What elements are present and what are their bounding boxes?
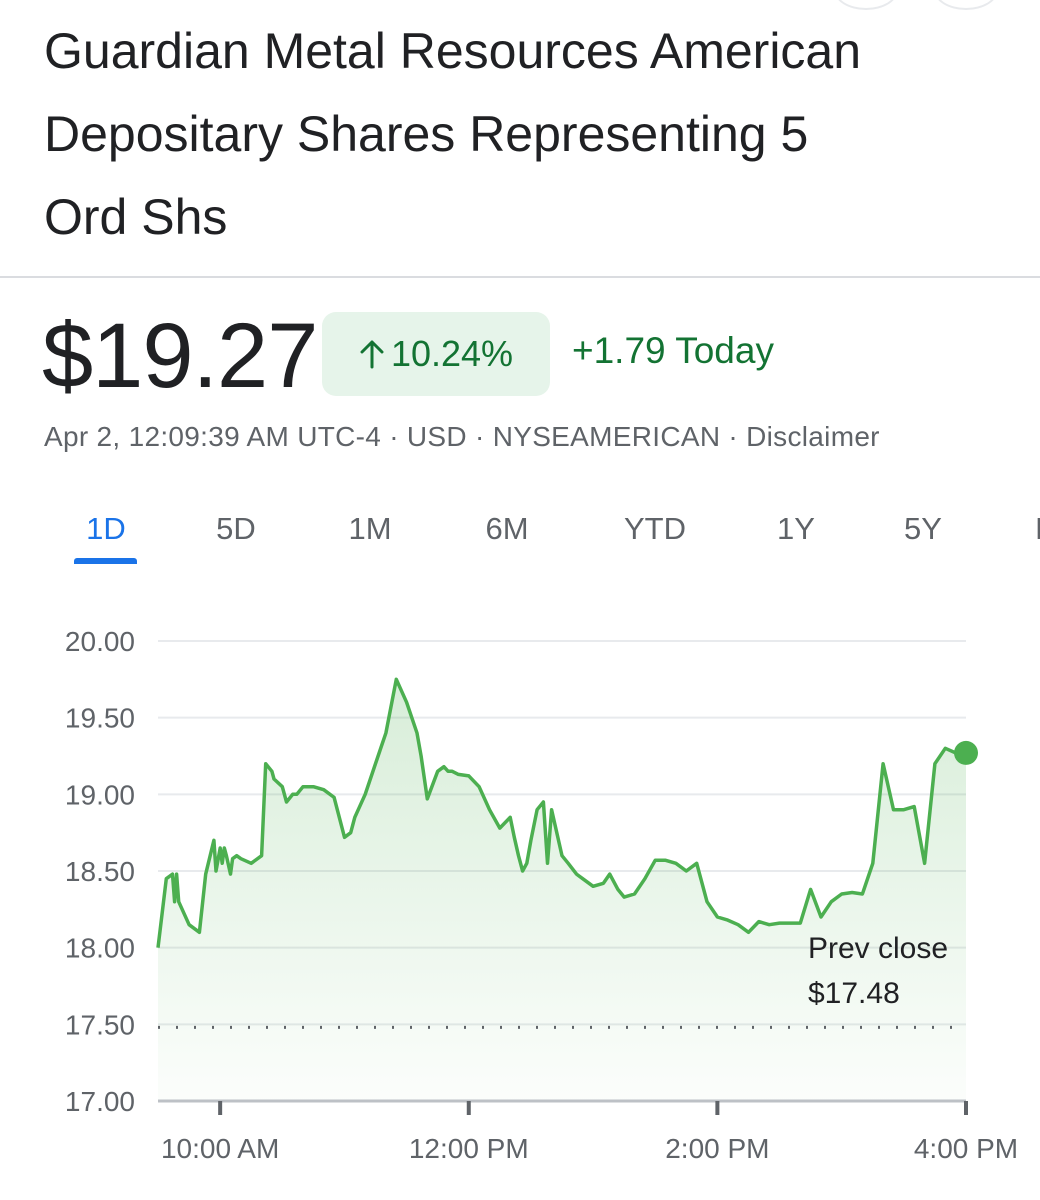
percent-change-badge: 10.24%: [322, 312, 550, 396]
y-tick-label: 17.50: [65, 1009, 135, 1040]
y-tick-label: 18.00: [65, 933, 135, 964]
stock-title-line-3: Ord Shs: [44, 189, 228, 245]
y-tick-label: 19.50: [65, 703, 135, 734]
percent-change-value: 10.24%: [390, 333, 514, 374]
x-tick-label: 12:00 PM: [409, 1133, 529, 1164]
price-line: [156, 677, 966, 948]
tab-ytd[interactable]: YTD: [624, 511, 686, 546]
y-tick-label: 20.00: [65, 626, 135, 657]
header-action-icon-2[interactable]: [934, 0, 998, 10]
tab-5d[interactable]: 5D: [216, 511, 256, 546]
stock-title-line-1: Guardian Metal Resources American: [44, 23, 862, 79]
tab-5y[interactable]: 5Y: [904, 511, 942, 546]
tab-1y[interactable]: 1Y: [777, 511, 815, 546]
divider: [0, 276, 1040, 278]
tab-max[interactable]: M: [1035, 511, 1040, 547]
tab-1m[interactable]: 1M: [348, 511, 392, 546]
today-change: +1.79 Today: [572, 330, 774, 371]
x-tick-label: 4:00 PM: [914, 1133, 1018, 1164]
arrow-up-icon: [359, 339, 385, 369]
x-tick-label: 10:00 AM: [161, 1133, 279, 1164]
range-tabs: 1D 5D 1M 6M YTD 1Y 5Y M: [0, 505, 1040, 567]
current-price: $19.27: [42, 305, 318, 407]
tab-1d[interactable]: 1D: [86, 511, 126, 546]
stock-title: Guardian Metal Resources American Deposi…: [44, 10, 1024, 259]
y-tick-label: 19.00: [65, 779, 135, 810]
quote-meta: Apr 2, 12:09:39 AM UTC-4 · USD · NYSEAME…: [44, 421, 880, 452]
x-tick-label: 2:00 PM: [665, 1133, 769, 1164]
y-tick-label: 17.00: [65, 1086, 135, 1117]
active-tab-indicator: [74, 558, 137, 564]
prev-close-label: Prev close: [808, 932, 948, 965]
header-action-icon[interactable]: [834, 0, 898, 10]
prev-close-value: $17.48: [808, 977, 900, 1010]
price-area: [158, 679, 966, 1101]
y-tick-label: 18.50: [65, 856, 135, 887]
last-price-dot: [954, 740, 978, 765]
stock-title-line-2: Depositary Shares Representing 5: [44, 106, 809, 162]
tab-6m[interactable]: 6M: [485, 511, 529, 546]
price-chart[interactable]: 20.00 19.50 19.00 18.50 18.00 17.50 17.00 Prev…: [0, 600, 1040, 1200]
